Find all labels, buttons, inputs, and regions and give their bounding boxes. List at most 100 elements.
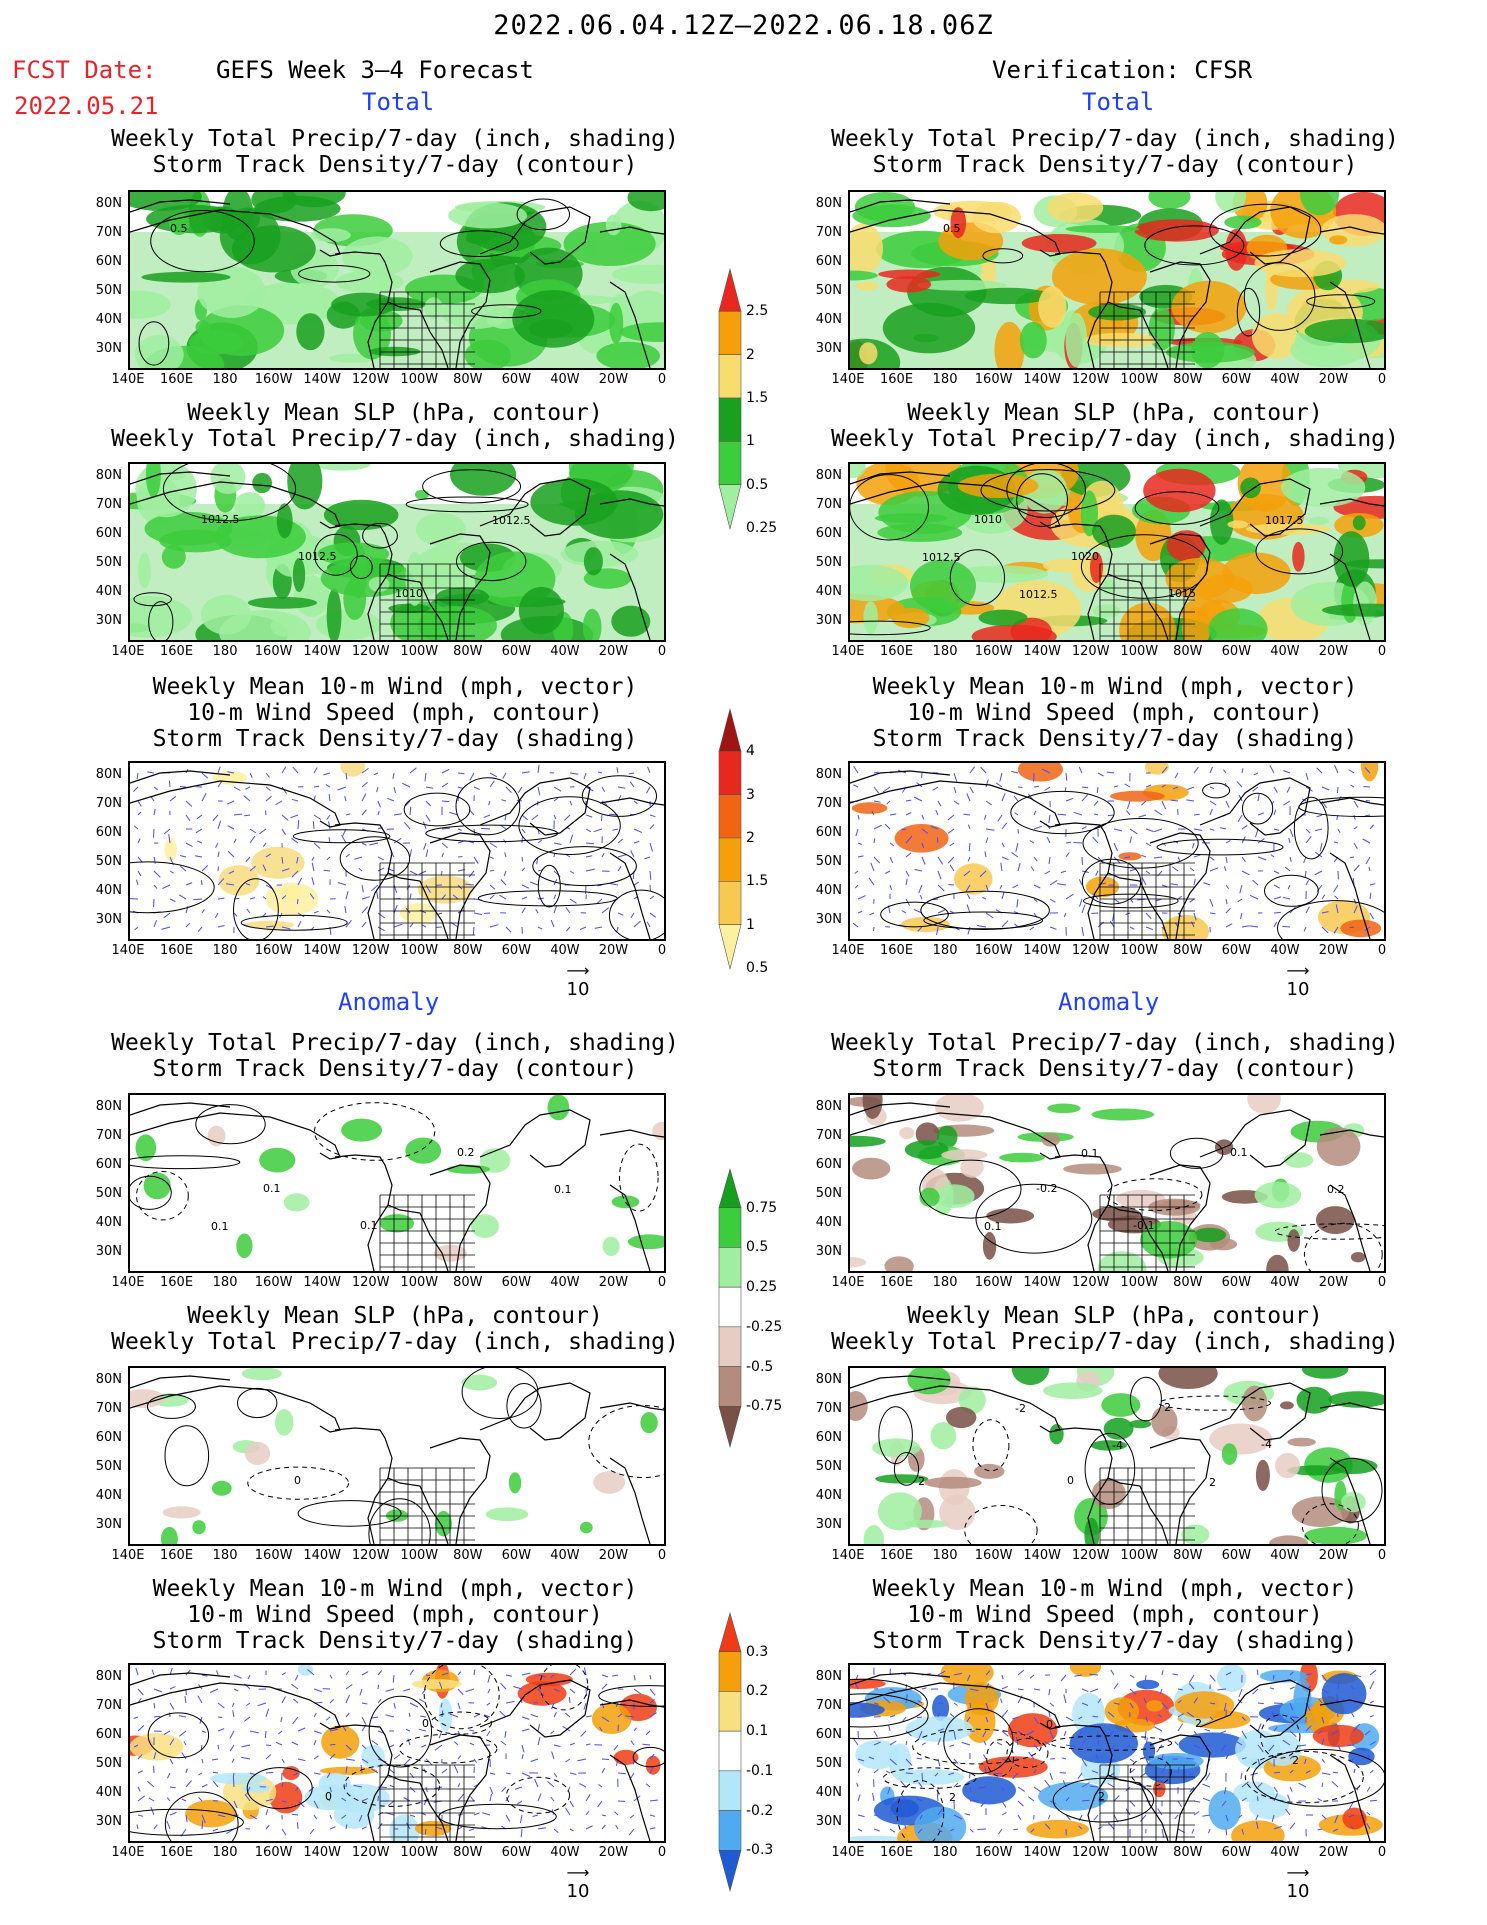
wind-vector (1269, 764, 1275, 774)
wind-vector (1289, 1755, 1294, 1760)
shading-cell (275, 1409, 294, 1436)
shading-cell (850, 1135, 886, 1147)
wind-vector (1209, 1702, 1216, 1705)
coastline (850, 780, 1061, 828)
lon-tick-label: 60W (501, 372, 532, 387)
wind-vector (441, 827, 450, 830)
contour-line (598, 1685, 664, 1707)
wind-vector (345, 1766, 348, 1774)
wind-vector (985, 1716, 989, 1723)
wind-vector (360, 1764, 363, 1774)
wind-vector (1319, 842, 1323, 852)
lon-tick-label: 60W (1221, 1275, 1252, 1290)
shading-cell (1315, 1206, 1355, 1235)
shading-cell (167, 468, 186, 480)
wind-vector (1204, 1728, 1211, 1732)
wind-vector (133, 825, 139, 830)
lon-tick-label: 120W (1071, 644, 1110, 659)
wind-vector (169, 870, 174, 874)
shading-cell (905, 1716, 974, 1742)
wind-vector (1369, 1770, 1374, 1774)
shading-cell (850, 1702, 885, 1718)
wind-vector (630, 850, 635, 858)
wind-vector (247, 1674, 251, 1680)
left-total-label: Total (362, 88, 435, 116)
wind-vector (1220, 1744, 1227, 1752)
wind-vector (325, 784, 331, 788)
shading-cell (1312, 1724, 1364, 1748)
shading-cell (314, 464, 371, 471)
shading-cell (317, 542, 390, 566)
wind-vector (857, 1794, 861, 1802)
wind-vector (249, 835, 256, 844)
wind-vector (601, 786, 606, 792)
coastline (850, 199, 951, 213)
contour-label: -4 (1112, 1439, 1123, 1452)
wind-vector (281, 926, 291, 930)
shading-cell (874, 513, 948, 524)
wind-vector (134, 926, 139, 931)
wind-vector (137, 1688, 144, 1696)
wind-vector (569, 870, 575, 874)
wind-vector (281, 1696, 286, 1704)
vector-reference-arrow: ⟶ (1286, 961, 1310, 980)
wind-vector (245, 856, 251, 862)
lon-tick-label: 80W (453, 372, 483, 387)
coastline (850, 471, 951, 485)
wind-vector (597, 771, 603, 774)
vector-reference: ⟶ 10 (1278, 961, 1318, 1001)
colorbar-tick-label: 1 (746, 916, 755, 933)
wind-vector (646, 921, 651, 928)
wind-vector (1189, 1772, 1195, 1776)
wind-vector (953, 1730, 956, 1740)
wind-vector (393, 786, 396, 794)
wind-vector (337, 786, 347, 791)
wind-vector (233, 912, 238, 917)
shading-cell (270, 615, 298, 637)
us-state-borders (379, 1194, 475, 1271)
wind-vector (937, 884, 945, 892)
wind-vector (1161, 1702, 1168, 1710)
colorbar-tick-label: 0.2 (746, 1683, 769, 1700)
colorbar-segment (718, 837, 742, 882)
contour-line (1242, 792, 1274, 825)
wind-vector (569, 898, 577, 904)
wind-vector (441, 1710, 444, 1718)
wind-vector (1353, 800, 1359, 808)
lat-tick-label: 60N (95, 825, 122, 840)
wind-vector (361, 793, 367, 802)
wind-vector (1013, 795, 1019, 802)
colorbar-segment (718, 1612, 742, 1653)
wind-vector (856, 1782, 859, 1788)
wind-vector (596, 898, 603, 904)
wind-vector (422, 821, 427, 830)
wind-vector (564, 814, 571, 821)
colorbar-tick-label: -0.25 (746, 1318, 783, 1335)
wind-vector (853, 784, 859, 788)
wind-vector (968, 842, 971, 852)
wind-vector (873, 856, 881, 864)
wind-vector (265, 1798, 273, 1802)
us-state-borders (379, 563, 475, 640)
wind-vector (425, 1674, 431, 1677)
wind-vector (153, 1688, 162, 1693)
shading-cell (1103, 1417, 1134, 1440)
wind-vector (1334, 895, 1339, 900)
wind-vector (1093, 813, 1099, 816)
wind-vector (1353, 1786, 1359, 1791)
coastline (387, 301, 449, 368)
shading-cell (1342, 1807, 1367, 1830)
contour-line (456, 541, 527, 582)
wind-vector (1017, 1730, 1023, 1735)
wind-vector (281, 1782, 284, 1788)
lon-tick-label: 160W (974, 644, 1013, 659)
wind-vector (323, 869, 331, 872)
wind-vector (1241, 768, 1244, 774)
wind-vector (1257, 793, 1260, 802)
wind-vector (553, 1744, 561, 1748)
lat-tick-label: 80N (815, 196, 842, 211)
vector-reference-value: 10 (1286, 1881, 1310, 1902)
wind-vector (361, 1798, 368, 1802)
shading-cell (919, 1187, 940, 1207)
wind-vector (1337, 1711, 1339, 1718)
